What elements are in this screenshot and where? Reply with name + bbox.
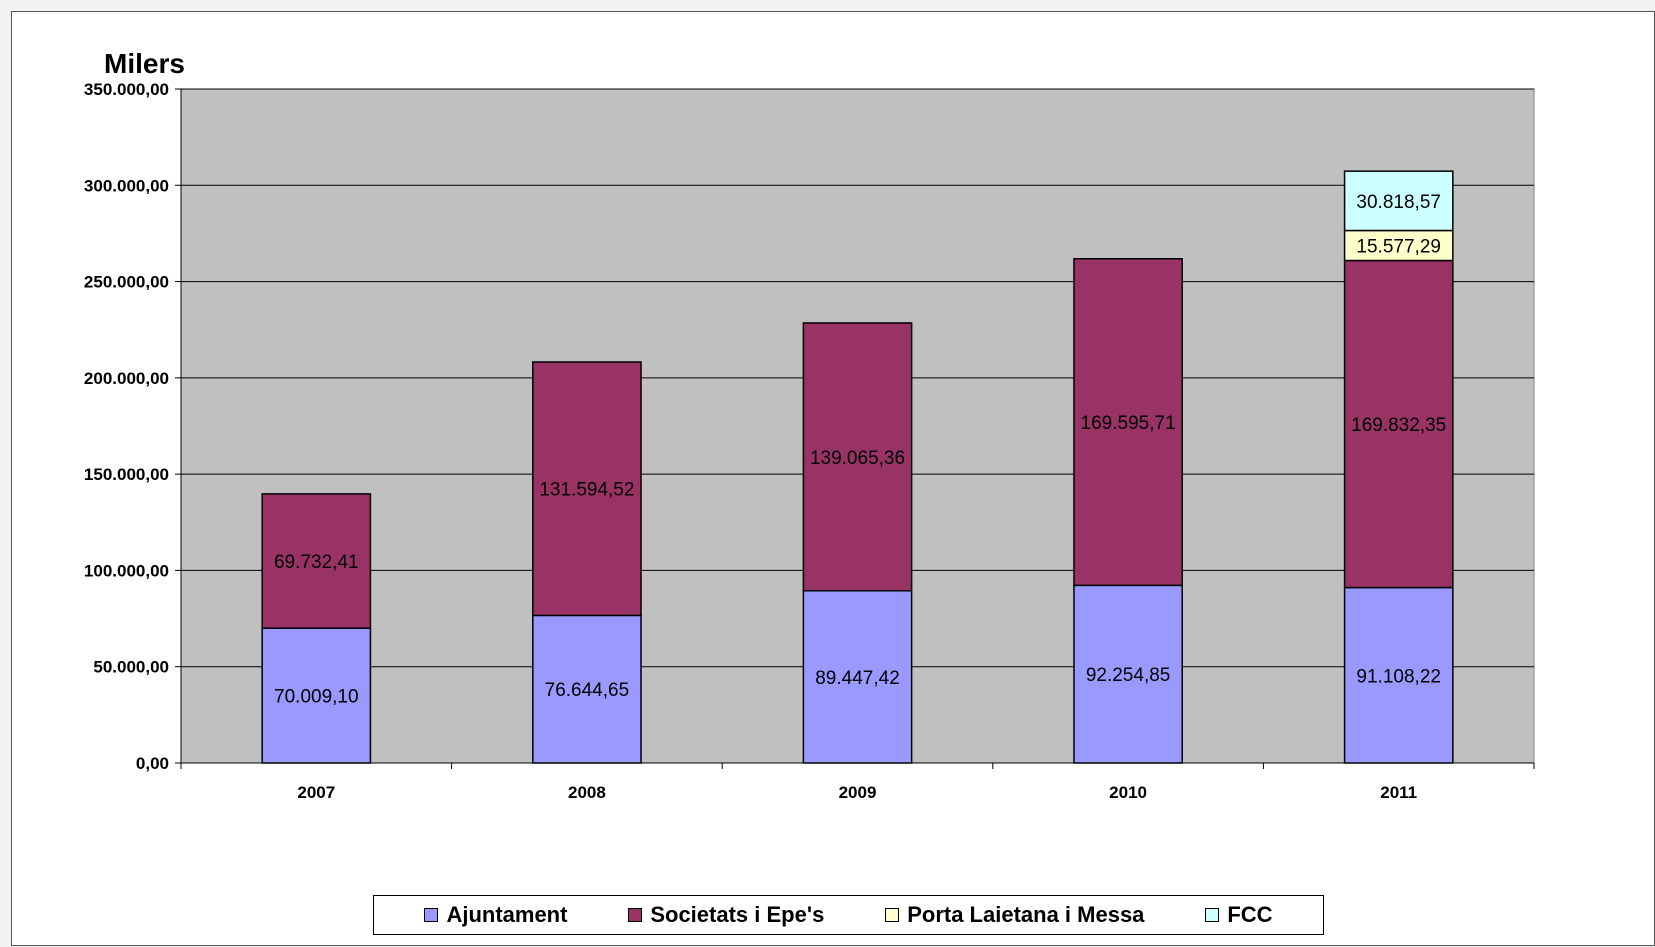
data-label: 92.254,85 bbox=[1086, 665, 1171, 686]
data-label: 89.447,42 bbox=[815, 668, 900, 689]
legend-swatch bbox=[1205, 908, 1220, 922]
y-tick-label: 0,00 bbox=[136, 754, 169, 773]
data-label: 169.595,71 bbox=[1081, 413, 1176, 434]
legend-label: Porta Laietana i Messa bbox=[907, 902, 1145, 927]
legend-swatch bbox=[885, 908, 900, 922]
data-label: 69.732,41 bbox=[274, 552, 359, 573]
bar-segment bbox=[532, 614, 642, 764]
x-tick-label: 2009 bbox=[839, 783, 877, 802]
y-tick-label: 150.000,00 bbox=[84, 465, 169, 484]
chart-frame: 0,00 50.000,00 100.000,00 150.000,00 200.000… bbox=[11, 11, 1655, 946]
y-tick-label: 300.000,00 bbox=[84, 176, 169, 195]
x-tick-label: 2011 bbox=[1380, 783, 1417, 802]
y-tick-label: 50.000,00 bbox=[93, 658, 169, 677]
legend-item: Ajuntament bbox=[424, 902, 567, 928]
bar-segment bbox=[261, 627, 372, 764]
bar-segment bbox=[1073, 584, 1183, 764]
bar-segment bbox=[802, 322, 913, 592]
data-label: 169.832,35 bbox=[1351, 415, 1446, 436]
x-tick-label: 2007 bbox=[297, 783, 335, 802]
legend-swatch bbox=[628, 908, 643, 922]
stacked-bar-chart: 0,00 50.000,00 100.000,00 150.000,00 200.000… bbox=[84, 48, 1535, 802]
data-label: 76.644,65 bbox=[545, 680, 630, 701]
y-tick-label: 100.000,00 bbox=[84, 561, 169, 580]
y-tick-label: 250.000,00 bbox=[84, 273, 169, 292]
legend-swatch bbox=[424, 908, 439, 922]
data-label: 91.108,22 bbox=[1356, 666, 1441, 687]
y-tick-label: 200.000,00 bbox=[84, 369, 169, 388]
bar-segment bbox=[1073, 258, 1183, 587]
bar-segment bbox=[802, 589, 913, 764]
bar-segment bbox=[532, 361, 642, 617]
legend-label: Societats i Epe's bbox=[650, 902, 825, 927]
legend-label: Ajuntament bbox=[446, 902, 568, 927]
legend-label: FCC bbox=[1227, 902, 1273, 927]
y-axis-title: Milers bbox=[104, 48, 185, 79]
data-label: 131.594,52 bbox=[539, 480, 634, 501]
y-tick-label: 350.000,00 bbox=[84, 80, 169, 99]
data-label: 70.009,10 bbox=[274, 687, 359, 708]
legend-item: Societats i Epe's bbox=[628, 902, 824, 928]
data-label: 15.577,29 bbox=[1356, 237, 1441, 258]
bar-segment bbox=[261, 493, 372, 629]
data-label: 30.818,57 bbox=[1356, 192, 1441, 213]
data-label: 139.065,36 bbox=[810, 448, 905, 469]
legend-item: Porta Laietana i Messa bbox=[885, 902, 1144, 928]
legend: Ajuntament Societats i Epe's Porta Laietan… bbox=[373, 895, 1324, 935]
legend-item: FCC bbox=[1205, 902, 1273, 928]
x-tick-label: 2010 bbox=[1109, 783, 1147, 802]
bar-segment bbox=[1343, 170, 1454, 232]
bar-segment bbox=[1343, 586, 1454, 764]
x-tick-label: 2008 bbox=[568, 783, 606, 802]
